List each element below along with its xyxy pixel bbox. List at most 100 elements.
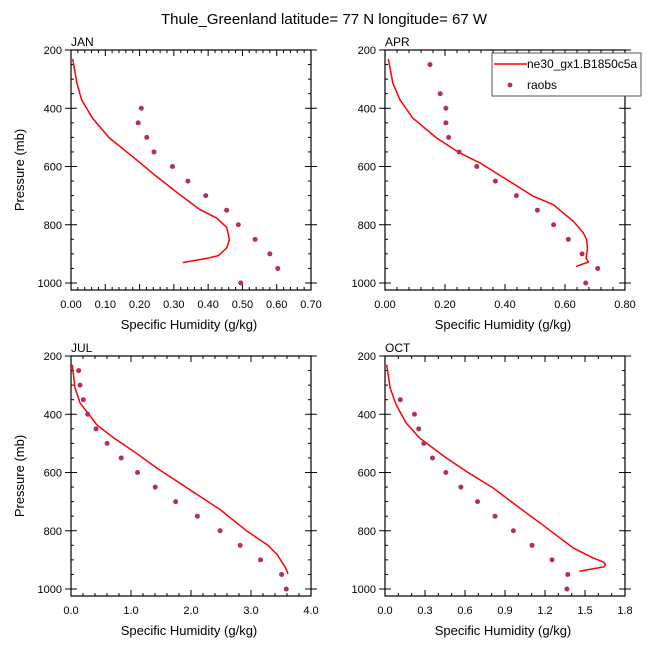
legend-box bbox=[491, 52, 642, 97]
model-line bbox=[385, 364, 607, 572]
y-tick-label: 600 bbox=[358, 162, 376, 174]
raobs-point bbox=[427, 62, 433, 68]
raobs-point bbox=[549, 557, 555, 563]
raobs-point bbox=[443, 470, 449, 475]
y-tick-label: 200 bbox=[358, 45, 376, 57]
x-tick-label: 0.10 bbox=[95, 299, 116, 311]
x-tick-label: 0.30 bbox=[163, 299, 184, 311]
x-axis-label: Specific Humidity (g/kg) bbox=[435, 317, 572, 332]
y-tick-label: 1000 bbox=[352, 584, 376, 596]
model-line bbox=[387, 58, 590, 268]
y-tick-label: 600 bbox=[44, 468, 62, 480]
raobs-point bbox=[238, 280, 244, 286]
y-tick-label: 800 bbox=[358, 220, 376, 232]
raobs-point bbox=[583, 280, 589, 286]
raobs-point bbox=[194, 513, 200, 519]
x-tick-label: 2.0 bbox=[183, 605, 198, 617]
raobs-point bbox=[235, 222, 241, 228]
y-tick-label: 600 bbox=[44, 162, 62, 174]
raobs-point bbox=[80, 397, 86, 403]
legend-marker-swatch bbox=[507, 82, 513, 88]
raobs-point bbox=[169, 164, 175, 169]
y-tick-label: 400 bbox=[358, 409, 376, 421]
raobs-point bbox=[144, 134, 150, 140]
raobs-point bbox=[443, 105, 449, 111]
y-tick-label: 600 bbox=[358, 468, 376, 480]
y-axis-label: Pressure (mb) bbox=[12, 129, 27, 211]
panel-title: OCT bbox=[385, 341, 411, 355]
panel-title: APR bbox=[385, 35, 410, 49]
raobs-point bbox=[492, 178, 498, 184]
x-tick-label: 0.70 bbox=[300, 299, 321, 311]
raobs-point bbox=[76, 368, 82, 374]
raobs-point bbox=[135, 120, 141, 126]
raobs-point bbox=[279, 571, 285, 577]
raobs-point bbox=[510, 528, 516, 534]
x-tick-label: 0.20 bbox=[129, 299, 150, 311]
raobs-point bbox=[456, 149, 462, 155]
raobs-point bbox=[534, 207, 540, 213]
x-tick-label: 1.0 bbox=[123, 605, 138, 617]
raobs-point bbox=[135, 470, 141, 475]
raobs-point bbox=[565, 571, 571, 577]
x-tick-label: 1.5 bbox=[577, 605, 592, 617]
panel-title: JAN bbox=[71, 35, 94, 49]
plot-frame bbox=[70, 49, 312, 291]
y-tick-label: 1000 bbox=[38, 584, 62, 596]
raobs-point bbox=[93, 426, 99, 432]
raobs-point bbox=[258, 557, 264, 563]
x-tick-label: 1.2 bbox=[537, 605, 552, 617]
y-tick-label: 800 bbox=[44, 526, 62, 538]
legend-label-model: ne30_gx1.B1850c5a bbox=[527, 57, 637, 71]
model-line bbox=[71, 364, 289, 575]
raobs-point bbox=[203, 193, 209, 199]
y-tick-label: 1000 bbox=[38, 278, 62, 290]
raobs-point bbox=[529, 542, 535, 548]
raobs-point bbox=[275, 265, 281, 271]
y-tick-label: 200 bbox=[44, 45, 62, 57]
raobs-point bbox=[437, 91, 443, 97]
x-tick-label: 0.60 bbox=[266, 299, 287, 311]
x-tick-label: 0.60 bbox=[554, 299, 575, 311]
raobs-point bbox=[421, 440, 427, 446]
x-tick-label: 1.8 bbox=[617, 605, 632, 617]
panel-jul: 0.0 1.0 2.0 3.0 4.0 200 400 600 800 1000 JUL Specif… bbox=[12, 341, 319, 638]
raobs-point bbox=[267, 251, 273, 257]
x-tick-label: 0.9 bbox=[497, 605, 512, 617]
raobs-point bbox=[551, 222, 557, 228]
raobs-point bbox=[252, 236, 258, 242]
legend: ne30_gx1.B1850c5a raobs bbox=[491, 52, 642, 97]
plot-frame bbox=[384, 355, 626, 597]
x-tick-label: 0.6 bbox=[457, 605, 472, 617]
raobs-point bbox=[564, 586, 570, 592]
raobs-point bbox=[118, 455, 124, 461]
raobs-point bbox=[565, 236, 571, 242]
raobs-point bbox=[217, 528, 223, 534]
raobs-point bbox=[446, 134, 452, 140]
raobs-point bbox=[104, 440, 110, 446]
x-tick-label: 0.40 bbox=[494, 299, 515, 311]
y-tick-label: 400 bbox=[358, 103, 376, 115]
raobs-point bbox=[138, 105, 144, 111]
raobs-point bbox=[595, 265, 601, 271]
raobs-point bbox=[411, 411, 417, 417]
raobs-point bbox=[283, 586, 289, 592]
panel-jan: 0.00 0.10 0.20 0.30 0.40 0.50 0.60 0.70 200 400 60… bbox=[12, 35, 322, 332]
x-tick-label: 0.3 bbox=[417, 605, 432, 617]
x-tick-label: 3.0 bbox=[243, 605, 258, 617]
raobs-point bbox=[85, 411, 91, 417]
raobs-point bbox=[224, 207, 230, 213]
plot-frame bbox=[70, 355, 312, 597]
plot-frame bbox=[384, 49, 626, 291]
model-line bbox=[71, 58, 231, 264]
y-tick-label: 800 bbox=[358, 526, 376, 538]
raobs-point bbox=[237, 542, 243, 548]
raobs-point bbox=[173, 499, 179, 505]
x-axis-label: Specific Humidity (g/kg) bbox=[435, 623, 572, 638]
x-tick-label: 0.00 bbox=[60, 299, 81, 311]
raobs-point bbox=[474, 164, 480, 169]
raobs-point bbox=[475, 499, 481, 505]
x-tick-label: 0.40 bbox=[197, 299, 218, 311]
figure-title: Thule_Greenland latitude= 77 N longitude… bbox=[161, 11, 488, 28]
